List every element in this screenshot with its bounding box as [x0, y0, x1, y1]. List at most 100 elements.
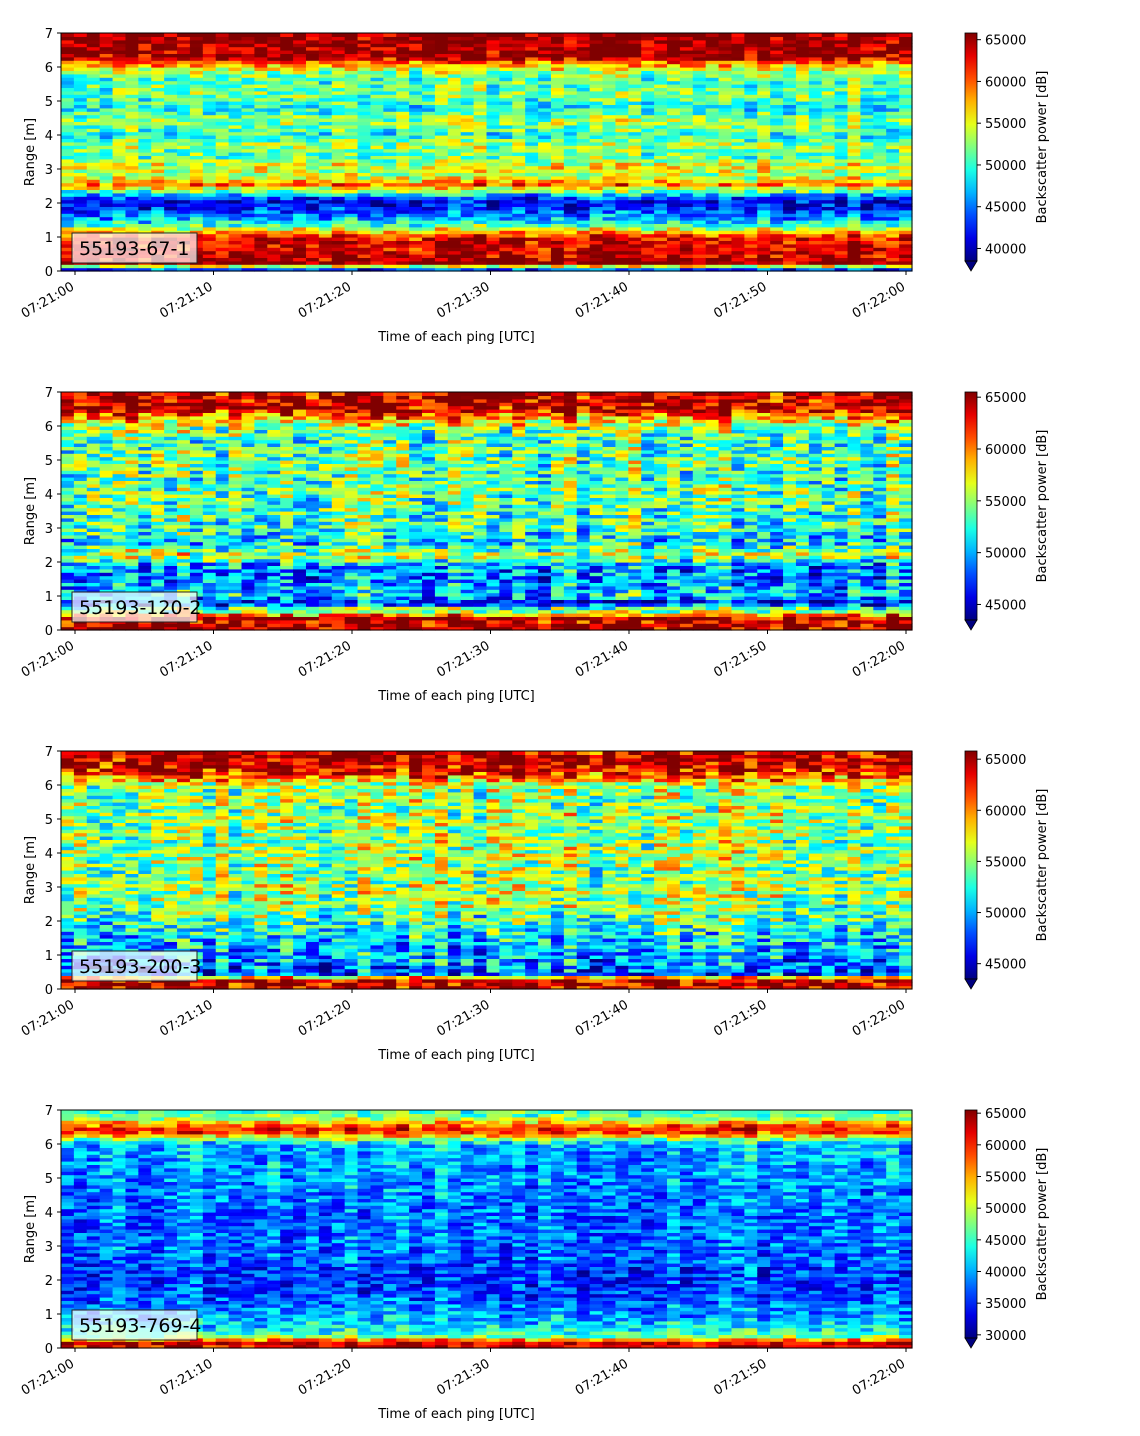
heatmap-cell	[125, 73, 139, 78]
heatmap-cell	[254, 107, 268, 112]
heatmap-cell	[164, 87, 178, 92]
heatmap-cell	[86, 101, 101, 105]
heatmap-cell	[228, 247, 243, 252]
heatmap-cell	[602, 158, 617, 163]
heatmap-cell	[241, 240, 256, 245]
heatmap-cell	[422, 141, 436, 146]
heatmap-cell	[280, 220, 294, 224]
heatmap-cell	[667, 141, 681, 146]
heatmap-cell	[344, 216, 359, 221]
heatmap-cell	[847, 226, 862, 231]
heatmap-cell	[731, 182, 745, 187]
heatmap-cell	[189, 165, 204, 170]
heatmap-cell	[202, 141, 217, 146]
heatmap-cell	[99, 33, 114, 37]
heatmap-cell	[770, 158, 784, 163]
heatmap-cell	[305, 141, 320, 146]
heatmap-cell	[770, 141, 784, 146]
heatmap-cell	[99, 39, 114, 44]
heatmap-cell	[409, 158, 423, 163]
heatmap-cell	[808, 33, 823, 37]
heatmap-cell	[525, 192, 539, 197]
heatmap-cell	[705, 131, 720, 136]
heatmap-cell	[267, 135, 281, 139]
heatmap-cell	[331, 192, 346, 197]
heatmap-cell	[280, 158, 294, 163]
heatmap-cell	[718, 216, 733, 221]
heatmap-cell	[215, 36, 230, 41]
heatmap-cell	[73, 182, 88, 187]
heatmap-cell	[267, 101, 281, 105]
heatmap-cell	[267, 80, 281, 85]
heatmap-cell	[409, 243, 423, 248]
heatmap-cell	[138, 230, 152, 235]
heatmap-cell	[138, 216, 152, 221]
heatmap-cell	[241, 46, 256, 51]
heatmap-cell	[138, 264, 152, 269]
heatmap-cell	[86, 97, 101, 102]
heatmap-cell	[679, 264, 694, 269]
heatmap-cell	[99, 97, 114, 102]
heatmap-cell	[808, 175, 823, 180]
heatmap-cell	[112, 504, 127, 509]
heatmap-cell	[267, 247, 281, 252]
heatmap-cell	[164, 135, 178, 139]
heatmap-cell	[61, 107, 75, 112]
heatmap-cell	[86, 135, 101, 139]
heatmap-cell	[821, 182, 836, 187]
heatmap-cell	[202, 67, 217, 71]
heatmap-cell	[267, 107, 281, 112]
heatmap-cell	[61, 250, 75, 255]
heatmap-cell	[202, 189, 217, 194]
heatmap-cell	[99, 70, 114, 75]
heatmap-cell	[228, 128, 243, 133]
heatmap-cell	[228, 203, 243, 207]
heatmap-cell	[847, 209, 862, 214]
heatmap-cell	[821, 216, 836, 221]
heatmap-cell	[576, 165, 591, 170]
heatmap-cell	[280, 87, 294, 92]
heatmap-cell	[151, 63, 165, 68]
heatmap-cell	[99, 169, 114, 173]
heatmap-cell	[525, 199, 539, 204]
heatmap-cell	[667, 182, 681, 187]
heatmap-cell	[499, 233, 513, 238]
heatmap-cell	[73, 196, 88, 201]
colorbar-tick-label: 40000	[985, 242, 1026, 257]
heatmap-cell	[189, 206, 204, 211]
heatmap-cell	[73, 402, 88, 407]
heatmap-cell	[228, 70, 243, 75]
heatmap-cell	[241, 80, 256, 85]
heatmap-cell	[99, 148, 114, 153]
heatmap-cell	[241, 158, 256, 163]
heatmap-cell	[73, 131, 88, 136]
heatmap-cell	[228, 145, 243, 150]
heatmap-cell	[563, 33, 578, 37]
heatmap-cell	[679, 141, 694, 146]
heatmap-cell	[99, 189, 114, 194]
heatmap-cell	[628, 264, 642, 269]
heatmap-cell	[692, 192, 707, 197]
heatmap-cell	[202, 155, 217, 160]
heatmap-cell	[383, 209, 397, 214]
heatmap-cell	[460, 192, 475, 197]
heatmap-cell	[602, 141, 617, 146]
heatmap-cell	[125, 186, 139, 190]
heatmap-cell	[125, 220, 139, 224]
heatmap-cell	[267, 121, 281, 126]
heatmap-cell	[886, 182, 900, 187]
heatmap-cell	[99, 145, 114, 150]
heatmap-cell	[654, 182, 668, 187]
heatmap-cell	[151, 220, 165, 224]
heatmap-cell	[61, 179, 75, 184]
heatmap-cell	[318, 148, 333, 153]
heatmap-cell	[783, 233, 797, 238]
heatmap-cell	[254, 216, 268, 221]
heatmap-cell	[783, 264, 797, 269]
heatmap-cell	[73, 209, 88, 214]
heatmap-cell	[189, 199, 204, 204]
heatmap-cell	[61, 243, 75, 248]
heatmap-cell	[731, 264, 745, 269]
heatmap-cell	[512, 199, 526, 204]
heatmap-cell	[189, 80, 204, 85]
